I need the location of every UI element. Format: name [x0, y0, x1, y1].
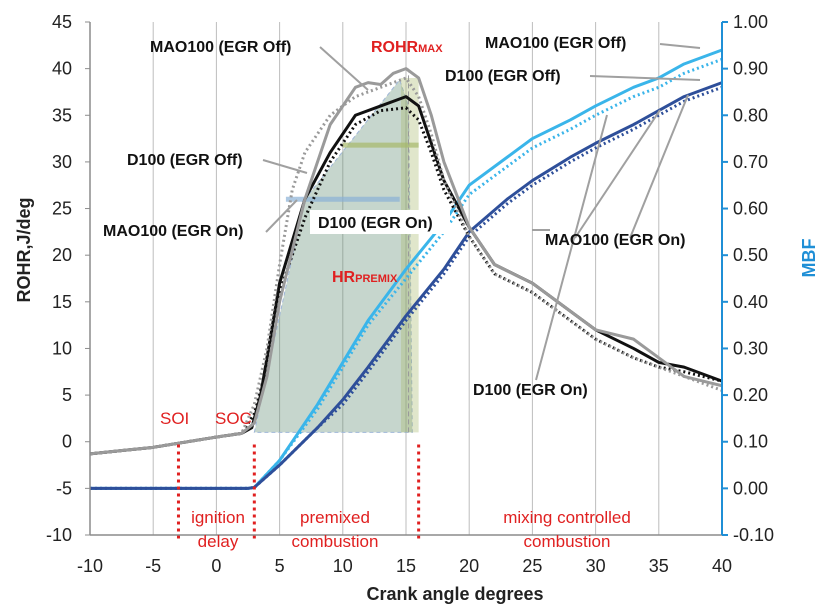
leader-line [629, 94, 689, 239]
phase-marker-lines [176, 444, 421, 540]
label-phase-premixed-1: premixed [300, 508, 370, 527]
label-phase-mixing-2: combustion [524, 532, 611, 551]
label-d100-egr-on-bottom: D100 (EGR On) [473, 382, 588, 399]
y-tick-label: 30 [52, 152, 72, 172]
y2-tick-label: 0.80 [733, 105, 768, 125]
label-mao100-egr-off-right: MAO100 (EGR Off) [485, 35, 626, 52]
y2-tick-label: 0.60 [733, 199, 768, 219]
y-tick-label: -5 [56, 478, 72, 498]
y-tick-label: 20 [52, 245, 72, 265]
label-d100-egr-on-center: D100 (EGR On) [318, 215, 433, 232]
y-tick-label: 35 [52, 105, 72, 125]
rohr-series-group [89, 67, 723, 456]
x-tick-label: -10 [77, 556, 103, 576]
leader-line [589, 75, 701, 81]
y-tick-label: 15 [52, 292, 72, 312]
annotation-leaders [262, 43, 701, 381]
y2-tick-label: -0.10 [733, 525, 774, 545]
y2-tick-labels: -0.10 0.00 0.10 0.20 0.30 0.40 0.50 0.60 0.70 0.8… [722, 12, 774, 545]
label-soi: SOI [160, 409, 189, 428]
label-d100-egr-off-right: D100 (EGR Off) [445, 68, 561, 85]
y-tick-label: 10 [52, 338, 72, 358]
label-phase-premixed-2: combustion [292, 532, 379, 551]
y-tick-labels: -10 -5 0 5 10 15 20 25 30 35 40 45 [46, 12, 90, 545]
label-rohr-max: ROHRMAX [371, 39, 443, 56]
y2-tick-label: 0.00 [733, 478, 768, 498]
y-tick-label: 40 [52, 59, 72, 79]
label-phase-mixing-1: mixing controlled [503, 508, 631, 527]
leader-line [574, 109, 661, 239]
y-axis-title: ROHR,J/deg [14, 197, 34, 302]
x-tick-label: -5 [145, 556, 161, 576]
y-tick-label: 0 [62, 432, 72, 452]
label-hr-premix: HRPREMIX [332, 269, 398, 286]
axes [89, 22, 723, 536]
y2-tick-label: 0.20 [733, 385, 768, 405]
x-tick-label: 0 [211, 556, 221, 576]
label-mao100-egr-on-right: MAO100 (EGR On) [545, 232, 685, 249]
rohr-line-2 [89, 67, 723, 456]
label-phase-ignition-1: ignition [191, 508, 245, 527]
leader-line [535, 114, 608, 381]
x-tick-label: 10 [333, 556, 353, 576]
label-d100-egr-off-left: D100 (EGR Off) [127, 152, 243, 169]
y-tick-label: 25 [52, 199, 72, 219]
y2-tick-label: 1.00 [733, 12, 768, 32]
label-mao100-egr-on-left: MAO100 (EGR On) [103, 223, 243, 240]
leader-line [262, 159, 308, 174]
y2-axis-title: MBF [799, 239, 819, 278]
x-tick-label: 40 [712, 556, 732, 576]
premix-band [400, 77, 419, 433]
x-tick-label: 25 [522, 556, 542, 576]
x-tick-label: 15 [396, 556, 416, 576]
y-tick-label: 5 [62, 385, 72, 405]
y2-tick-label: 0.70 [733, 152, 768, 172]
y2-tick-label: 0.30 [733, 338, 768, 358]
y2-tick-label: 0.40 [733, 292, 768, 312]
y2-tick-label: 0.90 [733, 59, 768, 79]
y-tick-label: 45 [52, 12, 72, 32]
label-mao100-egr-off-top: MAO100 (EGR Off) [150, 39, 291, 56]
x-axis-title: Crank angle degrees [366, 584, 543, 604]
x-tick-label: 5 [275, 556, 285, 576]
y2-tick-label: 0.50 [733, 245, 768, 265]
leader-line [265, 199, 298, 233]
mbf-line-2 [90, 81, 723, 490]
x-tick-label: 35 [649, 556, 669, 576]
leader-line [659, 43, 701, 49]
y-tick-label: -10 [46, 525, 72, 545]
x-tick-label: 20 [459, 556, 479, 576]
label-phase-ignition-2: delay [198, 532, 239, 551]
mbf-line-1 [90, 57, 723, 490]
x-tick-labels: -10 -5 0 5 10 15 20 25 30 35 40 [77, 556, 732, 576]
rohr-line-0 [89, 95, 723, 456]
leader-line [319, 46, 369, 91]
label-soc: SOC [215, 409, 252, 428]
label-d100-egr-on-center-bg [310, 210, 450, 234]
y2-tick-label: 0.10 [733, 432, 768, 452]
x-tick-label: 30 [586, 556, 606, 576]
